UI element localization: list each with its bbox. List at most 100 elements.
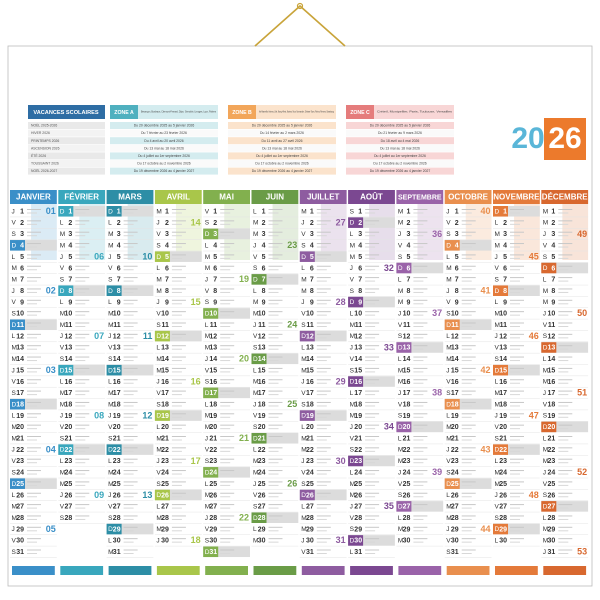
day-number: 4 bbox=[20, 243, 24, 250]
sunday-box bbox=[106, 364, 122, 376]
day-number: 10 bbox=[16, 311, 24, 318]
saint-line bbox=[461, 209, 476, 210]
day-number: 30 bbox=[16, 538, 24, 545]
month-footer bbox=[301, 566, 345, 575]
saint-line bbox=[123, 246, 134, 248]
saint-line bbox=[123, 257, 134, 259]
saint-line bbox=[461, 394, 472, 396]
saint-line bbox=[365, 470, 380, 472]
saint-line bbox=[220, 507, 231, 509]
week-number: 29 bbox=[336, 376, 346, 386]
saint-line bbox=[316, 348, 327, 350]
saint-line bbox=[558, 549, 573, 551]
day-number: 29 bbox=[548, 526, 556, 533]
zone-row bbox=[228, 167, 336, 175]
saint-line bbox=[220, 288, 235, 290]
saint-line bbox=[316, 322, 331, 324]
weekday: M bbox=[446, 435, 451, 442]
saint-line bbox=[220, 458, 235, 460]
saint-line bbox=[123, 382, 134, 384]
day-number: 2 bbox=[551, 220, 555, 227]
saint-line bbox=[27, 356, 41, 358]
sunday-box bbox=[10, 398, 25, 410]
sunday-band bbox=[348, 455, 395, 467]
saint-line bbox=[268, 405, 279, 407]
month-footer bbox=[253, 566, 297, 575]
saint-line bbox=[461, 257, 472, 259]
saint-line bbox=[75, 496, 86, 498]
weekday: J bbox=[12, 367, 15, 374]
day-number: 26 bbox=[65, 492, 73, 499]
weekday: M bbox=[253, 299, 258, 306]
zone-academies: Besançon, Bordeaux, Clermont-Ferrand, Di… bbox=[141, 110, 216, 114]
day-number: 13 bbox=[354, 345, 362, 352]
weekday: M bbox=[495, 401, 500, 408]
day-number: 23 bbox=[451, 458, 459, 465]
weekday: V bbox=[543, 242, 548, 249]
saint-line bbox=[75, 311, 90, 313]
saint-line bbox=[510, 470, 524, 472]
saint-line bbox=[171, 413, 186, 415]
weekday: D bbox=[156, 413, 161, 420]
saint-line bbox=[510, 416, 520, 418]
saint-line bbox=[510, 458, 524, 460]
saint-line bbox=[558, 291, 569, 293]
weekday: L bbox=[60, 458, 64, 465]
day-number: 3 bbox=[406, 231, 410, 238]
saint-line bbox=[27, 333, 41, 335]
sunday-box bbox=[396, 501, 412, 512]
saint-line bbox=[510, 484, 520, 486]
saint-line bbox=[558, 413, 573, 415]
saint-line bbox=[413, 379, 428, 381]
day-number: 28 bbox=[113, 515, 121, 522]
weekday: L bbox=[398, 276, 402, 283]
zone-date: Du 18 avril au 4 mai 2026 bbox=[381, 139, 420, 143]
day-number: 10 bbox=[451, 311, 459, 318]
saint-line bbox=[365, 507, 376, 509]
sunday-band bbox=[58, 364, 106, 376]
day-number: 17 bbox=[354, 390, 362, 397]
saint-line bbox=[316, 277, 331, 279]
day-number: 16 bbox=[113, 379, 121, 386]
saint-line bbox=[413, 518, 424, 520]
zone-date: Du 17 octobre au 2 novembre 2026 bbox=[137, 162, 190, 166]
day-number: 28 bbox=[499, 515, 507, 522]
saint-line bbox=[27, 326, 37, 327]
day-number: 28 bbox=[403, 515, 411, 522]
weekday: D bbox=[156, 492, 161, 499]
weekday: D bbox=[301, 492, 306, 499]
saint-line bbox=[220, 235, 231, 237]
saint-line bbox=[510, 314, 520, 316]
saint-line bbox=[75, 484, 86, 486]
saint-line bbox=[413, 424, 428, 426]
saint-line bbox=[461, 367, 476, 369]
weekday: M bbox=[350, 242, 355, 249]
saint-line bbox=[413, 360, 424, 362]
saint-line bbox=[75, 209, 90, 210]
zone-date: Du 4 avril au 20 avril 2026 bbox=[144, 139, 184, 143]
saint-line bbox=[413, 526, 428, 528]
saint-line bbox=[220, 394, 231, 396]
month-footer bbox=[108, 566, 152, 575]
saint-line bbox=[413, 235, 424, 237]
weekday: D bbox=[398, 265, 403, 272]
day-number: 3 bbox=[117, 231, 121, 238]
sunday-band bbox=[299, 410, 347, 421]
weekday: L bbox=[350, 469, 354, 476]
saint-line bbox=[558, 337, 569, 339]
weekday: L bbox=[350, 390, 354, 397]
saint-line bbox=[123, 530, 134, 532]
day-number: 6 bbox=[455, 265, 459, 272]
weekday: J bbox=[398, 390, 401, 397]
day-number: 23 bbox=[403, 458, 411, 465]
saint-line bbox=[461, 303, 472, 305]
saint-line bbox=[461, 379, 476, 381]
saint-line bbox=[75, 223, 86, 225]
saint-line bbox=[316, 549, 331, 551]
weekday: M bbox=[495, 311, 500, 318]
saint-line bbox=[461, 322, 476, 324]
month-footer bbox=[156, 566, 200, 575]
weekday: S bbox=[108, 276, 113, 283]
saint-line bbox=[316, 223, 327, 225]
zone-row bbox=[228, 122, 336, 129]
